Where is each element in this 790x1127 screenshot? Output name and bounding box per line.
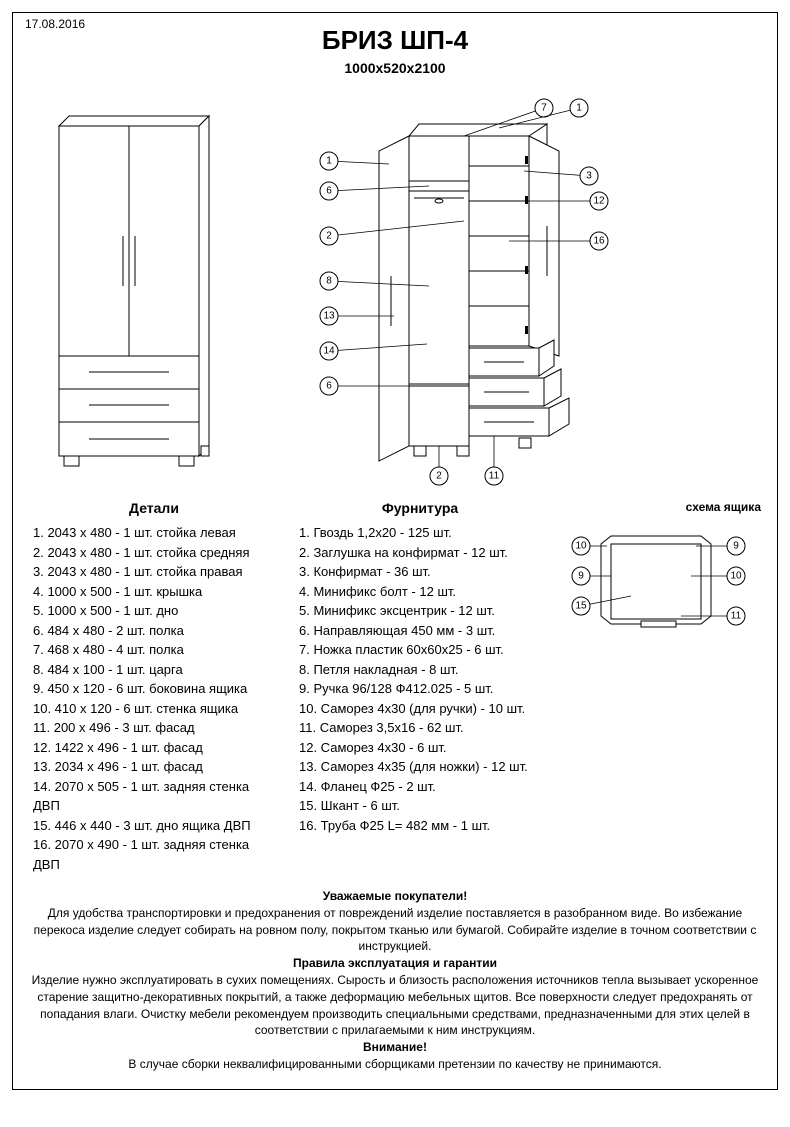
hardware-header: Фурнитура bbox=[295, 498, 545, 519]
svg-text:15: 15 bbox=[575, 601, 587, 612]
svg-text:11: 11 bbox=[731, 611, 742, 622]
parts-header: Детали bbox=[29, 498, 279, 519]
parts-list-item: 10. 410 х 120 - 6 шт. стенка ящика bbox=[33, 699, 279, 719]
hardware-list-item: 1. Гвоздь 1,2х20 - 125 шт. bbox=[299, 523, 545, 543]
svg-text:9: 9 bbox=[733, 541, 739, 552]
svg-text:11: 11 bbox=[489, 471, 500, 482]
svg-text:9: 9 bbox=[578, 571, 584, 582]
notice-block: Уважаемые покупатели! Для удобства транс… bbox=[29, 888, 761, 1073]
svg-text:1: 1 bbox=[576, 103, 582, 114]
notice-heading-3: Внимание! bbox=[29, 1039, 761, 1056]
notice-paragraph-3: В случае сборки неквалифицированными сбо… bbox=[29, 1056, 761, 1073]
hardware-list-item: 11. Саморез 3,5х16 - 62 шт. bbox=[299, 718, 545, 738]
parts-list-item: 14. 2070 х 505 - 1 шт. задняя стенка ДВП bbox=[33, 777, 279, 816]
parts-list-item: 13. 2034 х 496 - 1 шт. фасад bbox=[33, 757, 279, 777]
diagram-row: 7113612216813146211 bbox=[29, 86, 761, 486]
parts-list: 1. 2043 х 480 - 1 шт. стойка левая2. 204… bbox=[29, 523, 279, 874]
notice-heading-2: Правила эксплуатация и гарантии bbox=[29, 955, 761, 972]
hardware-list-item: 14. Фланец Ф25 - 2 шт. bbox=[299, 777, 545, 797]
product-title: БРИЗ ШП-4 bbox=[29, 25, 761, 56]
svg-text:8: 8 bbox=[326, 276, 332, 287]
hardware-list-item: 13. Саморез 4х35 (для ножки) - 12 шт. bbox=[299, 757, 545, 777]
parts-list-item: 12. 1422 х 496 - 1 шт. фасад bbox=[33, 738, 279, 758]
hardware-list: 1. Гвоздь 1,2х20 - 125 шт.2. Заглушка на… bbox=[295, 523, 545, 835]
parts-list-item: 1. 2043 х 480 - 1 шт. стойка левая bbox=[33, 523, 279, 543]
parts-list-item: 9. 450 х 120 - 6 шт. боковина ящика bbox=[33, 679, 279, 699]
svg-text:1: 1 bbox=[326, 156, 332, 167]
svg-text:6: 6 bbox=[326, 186, 332, 197]
svg-text:2: 2 bbox=[436, 471, 442, 482]
svg-text:16: 16 bbox=[593, 236, 605, 247]
notice-paragraph-2: Изделие нужно эксплуатировать в сухих по… bbox=[29, 972, 761, 1039]
parts-column: Детали 1. 2043 х 480 - 1 шт. стойка лева… bbox=[29, 498, 279, 874]
svg-text:12: 12 bbox=[593, 196, 605, 207]
hardware-list-item: 5. Минификс эксцентрик - 12 шт. bbox=[299, 601, 545, 621]
parts-list-item: 4. 1000 х 500 - 1 шт. крышка bbox=[33, 582, 279, 602]
svg-text:7: 7 bbox=[541, 103, 547, 114]
svg-text:10: 10 bbox=[730, 571, 742, 582]
hardware-list-item: 7. Ножка пластик 60х60х25 - 6 шт. bbox=[299, 640, 545, 660]
parts-list-item: 2. 2043 х 480 - 1 шт. стойка средняя bbox=[33, 543, 279, 563]
hardware-list-item: 8. Петля накладная - 8 шт. bbox=[299, 660, 545, 680]
svg-text:13: 13 bbox=[323, 311, 335, 322]
parts-list-item: 16. 2070 х 490 - 1 шт. задняя стенка ДВП bbox=[33, 835, 279, 874]
parts-list-item: 6. 484 х 480 - 2 шт. полка bbox=[33, 621, 279, 641]
document-date: 17.08.2016 bbox=[25, 17, 85, 31]
hardware-list-item: 15. Шкант - 6 шт. bbox=[299, 796, 545, 816]
document-page: 17.08.2016 БРИЗ ШП-4 1000х520x2100 bbox=[12, 12, 778, 1090]
product-dimensions: 1000х520x2100 bbox=[29, 60, 761, 76]
hardware-list-item: 16. Труба Ф25 L= 482 мм - 1 шт. bbox=[299, 816, 545, 836]
hardware-list-item: 2. Заглушка на конфирмат - 12 шт. bbox=[299, 543, 545, 563]
hardware-column: Фурнитура 1. Гвоздь 1,2х20 - 125 шт.2. З… bbox=[295, 498, 545, 874]
parts-list-item: 11. 200 х 496 - 3 шт. фасад bbox=[33, 718, 279, 738]
svg-text:2: 2 bbox=[326, 231, 332, 242]
svg-text:6: 6 bbox=[326, 381, 332, 392]
notice-paragraph-1: Для удобства транспортировки и предохран… bbox=[29, 905, 761, 955]
drawer-schema-column: схема ящика 10 9 15 9 10 11 bbox=[561, 498, 761, 874]
lists-row: Детали 1. 2043 х 480 - 1 шт. стойка лева… bbox=[29, 498, 761, 874]
drawer-schema-label: схема ящика bbox=[561, 498, 761, 516]
notice-heading-1: Уважаемые покупатели! bbox=[29, 888, 761, 905]
parts-list-item: 8. 484 х 100 - 1 шт. царга bbox=[33, 660, 279, 680]
parts-list-item: 3. 2043 х 480 - 1 шт. стойка правая bbox=[33, 562, 279, 582]
parts-list-item: 15. 446 х 440 - 3 шт. дно ящика ДВП bbox=[33, 816, 279, 836]
hardware-list-item: 10. Саморез 4х30 (для ручки) - 10 шт. bbox=[299, 699, 545, 719]
hardware-list-item: 3. Конфирмат - 36 шт. bbox=[299, 562, 545, 582]
svg-text:3: 3 bbox=[586, 171, 592, 182]
open-cabinet-diagram: 7113612216813146211 bbox=[269, 86, 761, 486]
hardware-list-item: 12. Саморез 4х30 - 6 шт. bbox=[299, 738, 545, 758]
closed-cabinet-diagram bbox=[29, 86, 249, 486]
parts-list-item: 7. 468 х 480 - 4 шт. полка bbox=[33, 640, 279, 660]
parts-list-item: 5. 1000 х 500 - 1 шт. дно bbox=[33, 601, 279, 621]
hardware-list-item: 9. Ручка 96/128 Ф412.025 - 5 шт. bbox=[299, 679, 545, 699]
hardware-list-item: 6. Направляющая 450 мм - 3 шт. bbox=[299, 621, 545, 641]
svg-text:14: 14 bbox=[323, 346, 335, 357]
svg-text:10: 10 bbox=[575, 541, 587, 552]
hardware-list-item: 4. Минификс болт - 12 шт. bbox=[299, 582, 545, 602]
